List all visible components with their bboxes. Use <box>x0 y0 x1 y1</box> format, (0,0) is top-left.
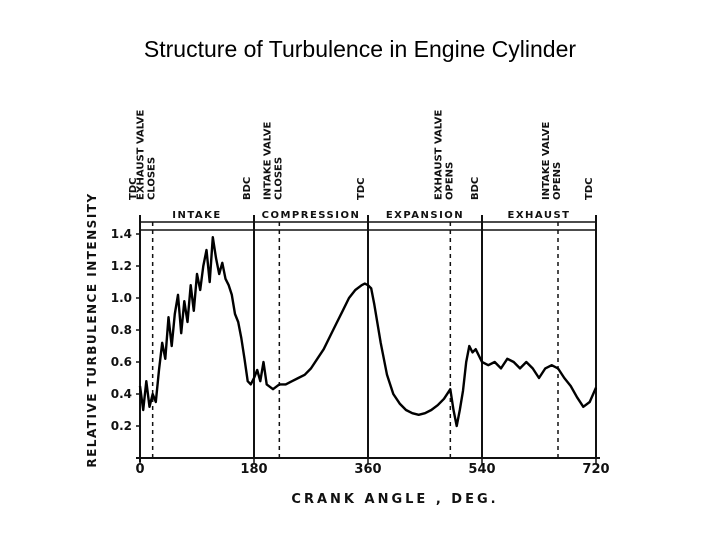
event-label: INTAKE VALVE <box>541 122 552 200</box>
stroke-labels: INTAKE COMPRESSION EXPANSION EXHAUST <box>172 210 571 221</box>
event-label: BDC <box>242 177 253 200</box>
y-tick-label: 1.0 <box>111 291 132 305</box>
stroke-label: INTAKE <box>172 210 221 221</box>
event-label: INTAKE VALVE <box>262 122 273 200</box>
event-label: TDC <box>128 178 139 200</box>
event-label: EXHAUST VALVE <box>136 109 147 200</box>
x-tick-label: 720 <box>582 462 609 477</box>
y-tick-label: 0.8 <box>111 323 132 337</box>
event-label: TDC <box>584 178 595 200</box>
stroke-label: EXHAUST <box>508 210 571 221</box>
series-line <box>138 235 598 428</box>
event-label: OPENS <box>552 162 563 200</box>
y-tick-label: 1.2 <box>111 259 132 273</box>
event-label: BDC <box>470 177 481 200</box>
y-axis-label: RELATIVE TURBULENCE INTENSITY <box>85 192 99 467</box>
y-tick-label: 0.6 <box>111 355 132 369</box>
event-label: OPENS <box>444 162 455 200</box>
x-tick-label: 540 <box>468 462 495 477</box>
series-lines <box>138 235 598 428</box>
slide-title: Structure of Turbulence in Engine Cylind… <box>143 36 577 62</box>
y-tick-label: 0.2 <box>111 419 132 433</box>
event-label: CLOSES <box>147 157 158 200</box>
x-tick-label: 180 <box>240 462 267 477</box>
y-tick-label: 0.4 <box>111 387 132 401</box>
stroke-label: COMPRESSION <box>262 210 361 221</box>
stroke-label: EXPANSION <box>386 210 464 221</box>
event-label: TDC <box>356 178 367 200</box>
x-tick-label: 360 <box>354 462 381 477</box>
tick-labels: 0 180 360 540 720 0.2 0.4 0.6 0.8 1.0 1.2 1.4 <box>111 227 610 477</box>
x-tick-label: 0 <box>135 462 144 477</box>
y-tick-label: 1.4 <box>111 227 132 241</box>
event-label: CLOSES <box>273 157 284 200</box>
x-axis-label: CRANK ANGLE , DEG. <box>291 492 498 507</box>
event-label: EXHAUST VALVE <box>433 109 444 200</box>
